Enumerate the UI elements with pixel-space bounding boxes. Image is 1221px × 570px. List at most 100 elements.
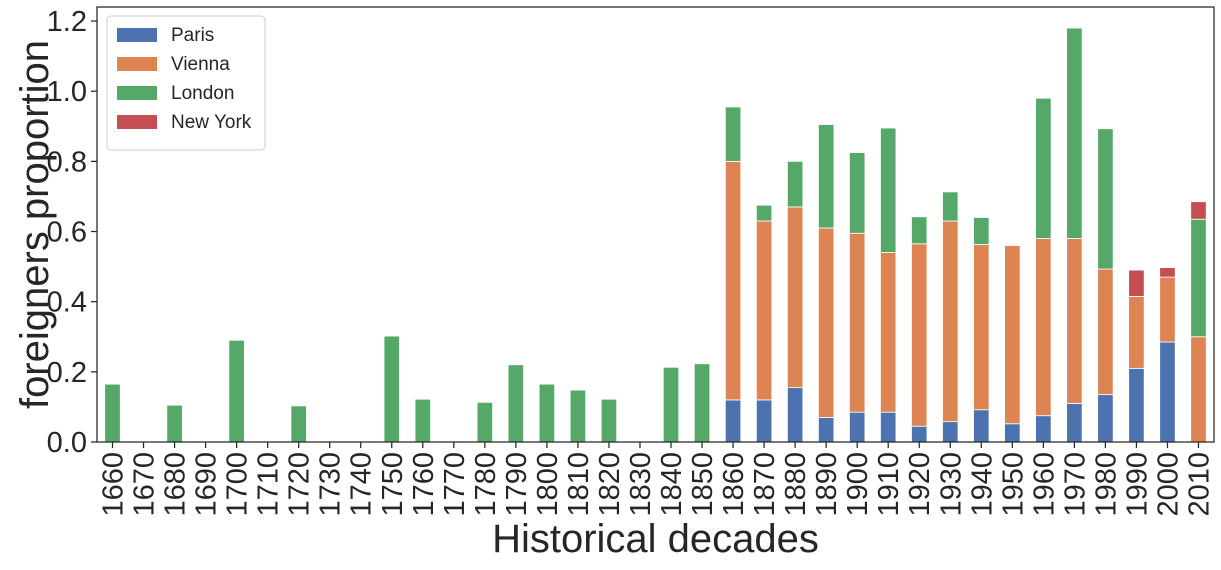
bar-vienna-1900 (849, 232, 866, 413)
bar-paris-1990 (1128, 367, 1145, 443)
x-tick-label: 1760 (408, 452, 440, 517)
x-tick-label: 1700 (222, 452, 254, 517)
bar-new-york-2000 (1159, 267, 1176, 278)
legend-swatch-vienna (117, 57, 157, 71)
x-tick-label: 1690 (191, 452, 223, 517)
y-tick-label: 0.6 (47, 217, 87, 249)
x-tick-label: 1800 (532, 452, 564, 517)
bar-vienna-1950 (1004, 245, 1021, 425)
plot-frame (96, 6, 1215, 443)
x-tick-label: 1730 (315, 452, 347, 517)
x-tick-label: 1960 (1028, 452, 1060, 517)
bar-paris-1880 (786, 387, 804, 443)
bar-london-1980 (1097, 128, 1114, 270)
bar-london-1910 (880, 127, 897, 253)
x-tick-label: 1830 (625, 452, 657, 517)
x-axis-ticks: 1660 1670 1680 1690 1700 1710 1720 1730 1740 1750… (98, 442, 1215, 517)
bar-london-1960 (1035, 97, 1052, 239)
bar-london-1860 (724, 106, 742, 162)
bar-london-1870 (755, 204, 773, 222)
x-tick-label: 1890 (811, 452, 843, 517)
bar-paris-2000 (1159, 341, 1176, 443)
y-tick-label: 0.0 (47, 427, 87, 459)
x-tick-label: 1950 (997, 452, 1029, 517)
bar-vienna-1930 (942, 220, 959, 423)
x-tick-label: 1780 (470, 452, 502, 517)
y-tick-label: 1.2 (47, 6, 87, 38)
bar-vienna-1910 (880, 252, 897, 413)
bar-new-york-1990 (1128, 269, 1145, 297)
bar-paris-1860 (724, 399, 742, 443)
bar-vienna-1870 (755, 220, 773, 401)
legend-label-vienna: Vienna (171, 54, 230, 75)
bars-layer (104, 27, 1207, 443)
bar-london-1680 (166, 404, 183, 443)
x-tick-label: 1980 (1090, 452, 1122, 517)
bar-london-1790 (507, 364, 525, 443)
y-axis-title: foreigners proportion (13, 40, 57, 409)
x-tick-label: 1670 (129, 452, 161, 517)
bar-vienna-2010 (1190, 336, 1207, 443)
bar-vienna-1890 (818, 227, 835, 418)
bar-london-1820 (600, 398, 618, 443)
legend-swatch-london (117, 86, 157, 100)
bar-london-1890 (818, 124, 835, 229)
bar-paris-1910 (880, 411, 897, 443)
bar-vienna-1940 (973, 244, 990, 411)
bar-paris-1950 (1004, 423, 1021, 443)
x-tick-label: 1850 (687, 452, 719, 517)
x-tick-label: 1860 (718, 452, 750, 517)
bar-london-2010 (1190, 218, 1207, 338)
x-tick-label: 1660 (98, 452, 130, 517)
y-tick-label: 0.8 (47, 146, 87, 178)
legend: Paris Vienna London New York (106, 15, 266, 151)
bar-london-1940 (973, 217, 990, 245)
y-tick-label: 0.4 (47, 287, 87, 319)
bar-paris-1980 (1097, 394, 1114, 443)
bar-london-1930 (942, 191, 959, 222)
x-tick-label: 1820 (594, 452, 626, 517)
bar-paris-1870 (755, 399, 773, 443)
bar-vienna-2000 (1159, 276, 1176, 343)
x-tick-label: 1990 (1121, 452, 1153, 517)
bar-new-york-2010 (1190, 201, 1207, 220)
bar-vienna-1960 (1035, 238, 1052, 417)
legend-swatch-paris (117, 28, 157, 42)
bar-paris-1940 (973, 409, 990, 443)
x-tick-label: 2010 (1183, 452, 1215, 517)
x-tick-label: 1910 (873, 452, 905, 517)
bar-london-1900 (849, 152, 866, 234)
bar-london-1920 (911, 216, 928, 245)
legend-label-paris: Paris (171, 25, 214, 46)
bar-paris-1960 (1035, 415, 1052, 443)
bar-london-1800 (538, 383, 556, 443)
x-tick-label: 1710 (253, 452, 285, 517)
bar-london-1810 (569, 389, 587, 443)
bar-paris-1900 (849, 411, 866, 443)
x-tick-label: 1790 (501, 452, 533, 517)
bar-vienna-1990 (1128, 296, 1145, 369)
x-tick-label: 1900 (842, 452, 874, 517)
bar-paris-1920 (911, 425, 928, 443)
bar-london-1660 (104, 383, 121, 443)
bar-vienna-1920 (911, 243, 928, 427)
bar-vienna-1880 (786, 206, 804, 389)
x-tick-label: 1770 (439, 452, 471, 517)
x-tick-label: 1840 (656, 452, 688, 517)
y-tick-label: 0.2 (47, 357, 87, 389)
bar-london-1880 (786, 160, 804, 208)
bar-london-1720 (290, 405, 307, 443)
x-tick-label: 1920 (904, 452, 936, 517)
x-tick-label: 1680 (160, 452, 192, 517)
bar-london-1970 (1066, 27, 1083, 239)
x-tick-label: 1720 (284, 452, 316, 517)
bar-london-1780 (476, 401, 493, 443)
legend-swatch-new-york (117, 115, 157, 129)
legend-label-london: London (171, 83, 234, 104)
x-tick-label: 1930 (935, 452, 967, 517)
y-tick-label: 1.0 (47, 76, 87, 108)
x-tick-label: 1880 (780, 452, 812, 517)
bar-vienna-1980 (1097, 268, 1114, 396)
